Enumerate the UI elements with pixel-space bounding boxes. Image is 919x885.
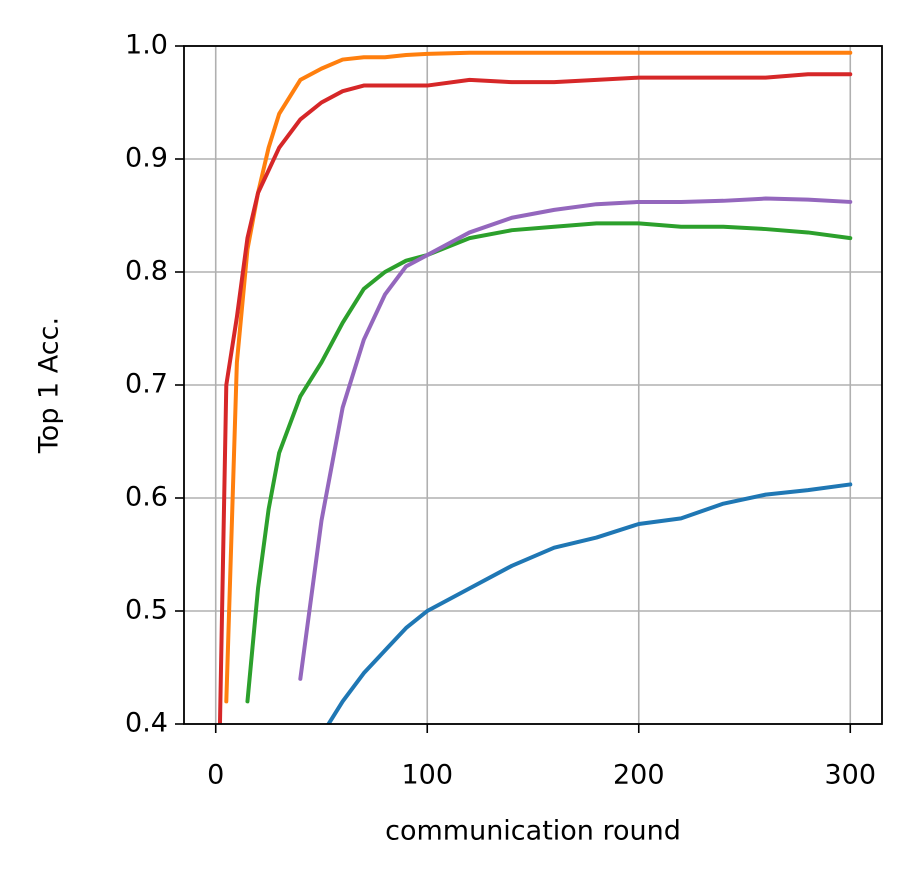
y-tick-label: 0.5 — [125, 595, 168, 626]
y-tick-label: 0.4 — [125, 708, 168, 739]
series-line — [224, 50, 853, 704]
x-tick-label: 0 — [207, 760, 224, 791]
x-tick-label: 300 — [824, 760, 876, 791]
x-tick-label: 200 — [613, 760, 665, 791]
grid — [184, 45, 882, 725]
series-line — [326, 482, 853, 724]
x-axis-label: communication round — [385, 816, 681, 847]
series-line — [217, 72, 853, 724]
plot-area — [217, 50, 853, 724]
y-axis-label: Top 1 Acc. — [34, 317, 65, 454]
y-tick-label: 0.6 — [125, 482, 168, 513]
y-tick-label: 0.9 — [125, 143, 168, 174]
series-line — [245, 221, 853, 704]
ticks: 0 100 200 300 0.4 0.5 0.6 0.7 0.8 0.9 1.0 — [125, 30, 876, 791]
x-tick-label: 100 — [401, 760, 453, 791]
y-tick-label: 1.0 — [125, 30, 168, 61]
series-line — [298, 196, 853, 681]
y-tick-label: 0.8 — [125, 256, 168, 287]
y-tick-label: 0.7 — [125, 369, 168, 400]
